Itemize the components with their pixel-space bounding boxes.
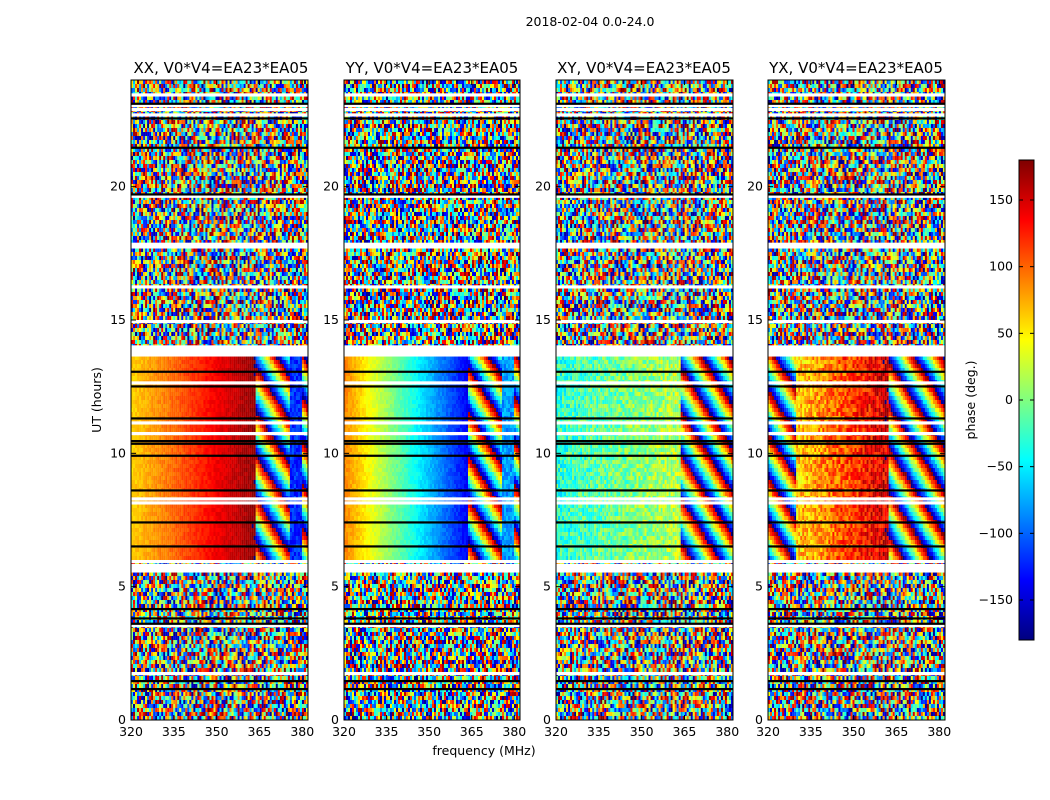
- panel-yx-title: YX, V0*V4=EA23*EA05: [768, 59, 943, 77]
- panel-xy-frame: [555, 79, 734, 721]
- x-tick-label: 365: [885, 724, 909, 739]
- y-tick-label: 5: [331, 579, 339, 594]
- y-tick-label: 0: [118, 712, 126, 727]
- y-tick-label: 5: [118, 579, 126, 594]
- x-tick-label: 320: [332, 724, 356, 739]
- x-tick-label: 335: [375, 724, 399, 739]
- colorbar-tick-label: 50: [997, 325, 1013, 340]
- x-tick-label: 335: [162, 724, 186, 739]
- y-tick-label: 20: [747, 179, 763, 194]
- panel-yy: YY, V0*V4=EA23*EA05: [343, 59, 521, 721]
- x-tick-label: 350: [842, 724, 866, 739]
- y-tick-label: 10: [110, 445, 126, 460]
- y-tick-label: 5: [543, 579, 551, 594]
- colorbar-tick-label: −50: [987, 459, 1013, 474]
- colorbar-tick-label: −150: [979, 592, 1013, 607]
- panel-yx-heatmap: [768, 80, 945, 720]
- colorbar-tick-label: 0: [1005, 392, 1013, 407]
- colorbar-tick-label: −100: [979, 525, 1013, 540]
- y-tick-label: 15: [747, 312, 763, 327]
- panel-yx-frame: [767, 79, 946, 721]
- colorbar-ticks: 150 100 50 0 −50 −100 −150: [979, 192, 1034, 607]
- y-tick-label: 15: [535, 312, 551, 327]
- y-tick-label: 10: [323, 445, 339, 460]
- colorbar-tick-label: 100: [989, 259, 1013, 274]
- panel-xx-frame: [130, 79, 309, 721]
- panel-yy-frame: [343, 79, 521, 721]
- x-tick-label: 320: [544, 724, 568, 739]
- panel-xy: XY, V0*V4=EA23*EA05: [555, 59, 734, 721]
- y-tick-label: 10: [535, 445, 551, 460]
- y-axis-label: UT (hours): [89, 367, 104, 433]
- panel-xx: XX, V0*V4=EA23*EA05: [130, 59, 309, 721]
- x-tick-label: 365: [673, 724, 697, 739]
- panel-xy-title: XY, V0*V4=EA23*EA05: [557, 59, 731, 77]
- y-tick-label: 15: [110, 312, 126, 327]
- panel-xy-heatmap: [556, 80, 733, 720]
- x-tick-label: 380: [290, 724, 314, 739]
- y-tick-label: 0: [755, 712, 763, 727]
- y-tick-label: 0: [543, 712, 551, 727]
- colorbar-label: phase (deg.): [963, 361, 978, 440]
- x-tick-label: 335: [587, 724, 611, 739]
- panel-xx-heatmap: [131, 80, 308, 720]
- x-tick-label: 320: [756, 724, 780, 739]
- y-tick-label: 5: [755, 579, 763, 594]
- x-tick-label: 365: [460, 724, 484, 739]
- y-tick-label: 15: [323, 312, 339, 327]
- x-tick-label: 380: [715, 724, 739, 739]
- colorbar: 150 100 50 0 −50 −100 −150 phase (deg.): [963, 159, 1035, 641]
- x-tick-label: 350: [417, 724, 441, 739]
- x-tick-label: 335: [799, 724, 823, 739]
- y-tick-label: 10: [747, 445, 763, 460]
- figure-suptitle: 2018-02-04 0.0-24.0: [526, 14, 655, 29]
- y-tick-label: 0: [331, 712, 339, 727]
- x-tick-label: 320: [119, 724, 143, 739]
- x-tick-label: 380: [502, 724, 526, 739]
- y-tick-label: 20: [323, 179, 339, 194]
- colorbar-tick-label: 150: [989, 192, 1013, 207]
- panel-yy-heatmap: [344, 80, 520, 720]
- panel-xx-title: XX, V0*V4=EA23*EA05: [134, 59, 309, 77]
- axis-ticks: 320 335 350 365 380 0 5 10 15 20 320 335 350 365 380 0 5…: [110, 80, 951, 739]
- x-tick-label: 380: [927, 724, 951, 739]
- panel-yx: YX, V0*V4=EA23*EA05: [767, 59, 946, 721]
- y-tick-label: 20: [535, 179, 551, 194]
- x-tick-label: 365: [248, 724, 272, 739]
- y-tick-label: 20: [110, 179, 126, 194]
- x-tick-label: 350: [205, 724, 229, 739]
- panel-yy-title: YY, V0*V4=EA23*EA05: [345, 59, 519, 77]
- x-axis-label: frequency (MHz): [432, 743, 535, 758]
- x-tick-label: 350: [630, 724, 654, 739]
